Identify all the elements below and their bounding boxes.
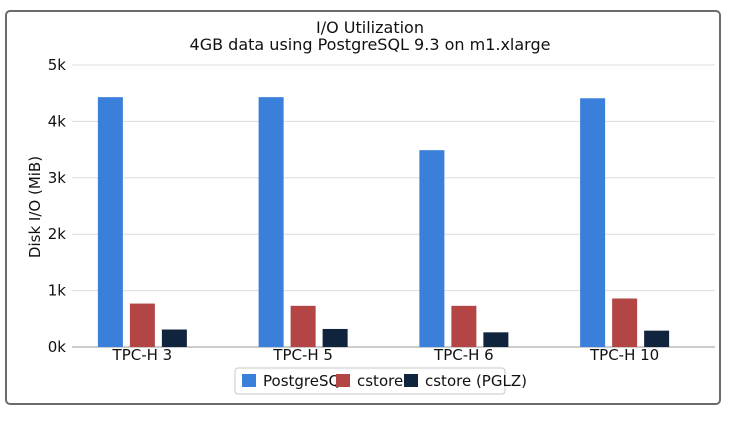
bar-cstore (290, 305, 316, 347)
x-tick-label: TPC-H 5 (272, 346, 333, 364)
legend-swatch (242, 374, 256, 387)
y-tick-label: 2k (48, 225, 67, 243)
bars (97, 97, 670, 347)
y-tick-label: 3k (48, 169, 67, 187)
y-tick-label: 4k (48, 112, 67, 130)
y-tick-label: 0k (48, 338, 67, 356)
legend-swatch (336, 374, 350, 387)
bar-cstore-pglz- (644, 330, 670, 347)
bar-cstore (451, 305, 477, 347)
bar-cstore-pglz- (161, 329, 187, 347)
y-axis-label: Disk I/O (MiB) (26, 156, 44, 258)
y-tick-label: 5k (48, 56, 67, 74)
legend-swatch (404, 374, 418, 387)
bar-postgresql (580, 98, 606, 347)
bar-cstore (129, 303, 155, 347)
chart-title: I/O Utilization (316, 18, 424, 37)
bar-cstore-pglz- (322, 328, 348, 347)
bar-cstore (612, 298, 638, 347)
bar-postgresql (258, 97, 284, 347)
bar-cstore-pglz- (483, 332, 509, 347)
x-tick-label: TPC-H 10 (589, 346, 659, 364)
legend-label: PostgreSQL (263, 372, 349, 390)
legend-label: cstore (PGLZ) (425, 372, 527, 390)
x-axis-ticks: TPC-H 3 TPC-H 5 TPC-H 6 TPC-H 10 (112, 346, 660, 364)
bar-postgresql (97, 97, 123, 347)
y-tick-label: 1k (48, 282, 67, 300)
bar-postgresql (419, 150, 445, 347)
chart-subtitle: 4GB data using PostgreSQL 9.3 on m1.xlar… (190, 35, 551, 54)
x-tick-label: TPC-H 3 (112, 346, 173, 364)
legend: PostgreSQL cstore cstore (PGLZ) (234, 367, 527, 395)
y-axis-ticks: 0k 1k 2k 3k 4k 5k (48, 56, 67, 356)
x-tick-label: TPC-H 6 (433, 346, 494, 364)
legend-box (234, 367, 506, 395)
legend-label: cstore (357, 372, 403, 390)
